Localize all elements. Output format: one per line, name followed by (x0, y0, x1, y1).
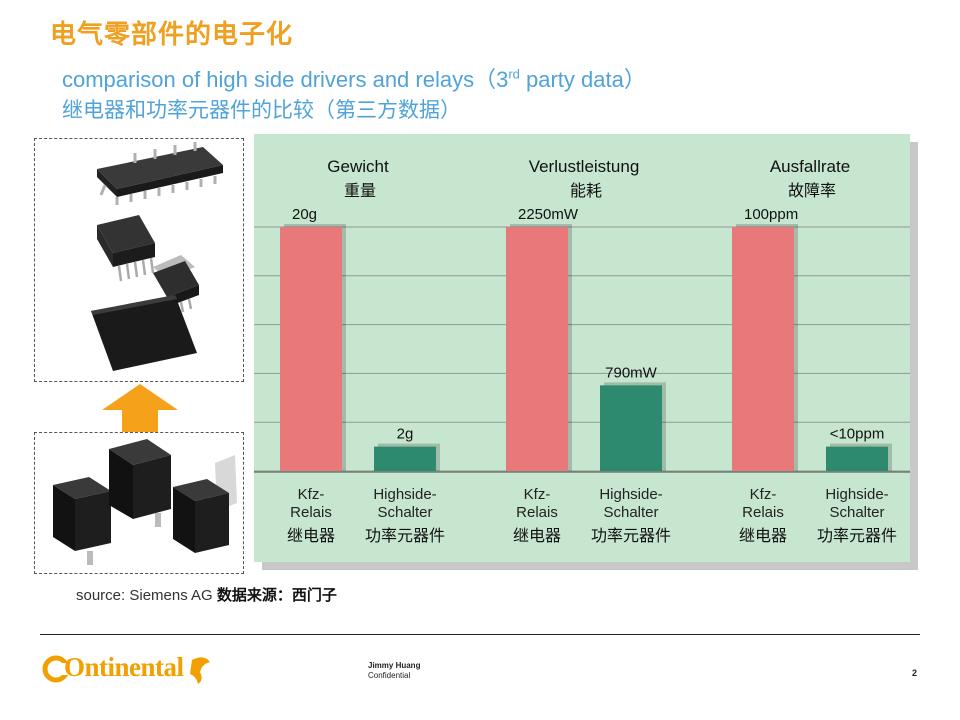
subtitle-chinese: 继电器和功率元器件的比较（第三方数据） (62, 98, 461, 122)
group-title-de: Gewicht (327, 157, 389, 176)
group-title-de: Verlustleistung (529, 157, 640, 176)
relay-bar (732, 227, 794, 471)
bar-category-label: Relais (516, 504, 558, 521)
switch-bar (600, 385, 662, 471)
bar-value-label: <10ppm (830, 426, 885, 443)
dpak-chip-icon (97, 215, 155, 282)
bar-category-label: Schalter (377, 504, 432, 521)
bar-value-label: 2250mW (518, 206, 579, 223)
bar-category-label: Highside- (825, 486, 888, 503)
up-arrow-icon (102, 384, 178, 432)
bar-category-label: Relais (742, 504, 784, 521)
source-cn: 数据来源：西门子 (216, 586, 337, 604)
group-title-cn: 故障率 (788, 181, 836, 200)
bar-category-label-cn: 功率元器件 (591, 526, 671, 545)
semiconductor-chips-image (91, 142, 223, 371)
page-number: 2 (912, 668, 918, 678)
switch-bar (374, 446, 436, 471)
upgrade-arrow (100, 380, 180, 434)
bar-category-label: Kfz- (298, 486, 325, 503)
bar-value-label: 100ppm (744, 206, 798, 223)
bar-value-label: 790mW (605, 364, 658, 381)
bar-category-label-cn: 功率元器件 (817, 526, 897, 545)
bar-category-label: Schalter (603, 504, 658, 521)
bar-category-label-cn: 继电器 (739, 526, 787, 545)
bar-value-label: 2g (397, 426, 414, 443)
subtitle-english: comparison of high side drivers and rela… (62, 62, 646, 94)
bar-category-label: Schalter (829, 504, 884, 521)
footer-divider (40, 634, 920, 635)
group-title-cn: 重量 (344, 181, 376, 200)
subtitle-en-pre: comparison of high side drivers and rela… (62, 67, 509, 92)
logo-c-icon (42, 655, 210, 684)
group-title-cn: 能耗 (570, 181, 602, 200)
soic-chip-icon (97, 142, 223, 205)
chart-svg: Gewicht重量20gKfz-Relais继电器2gHighside-Scha… (254, 157, 910, 545)
confidential-label: Confidential (368, 671, 411, 680)
relay-middle-icon (109, 439, 171, 527)
bar-category-label-cn: 功率元器件 (365, 526, 445, 545)
group-title-de: Ausfallrate (770, 157, 850, 176)
logo-text: Ontinental (64, 652, 184, 682)
relay-image-box (34, 432, 244, 574)
slide-title: 电气零部件的电子化 (50, 20, 294, 50)
relays-image (53, 439, 237, 565)
relay-right-icon (173, 455, 237, 553)
bar-category-label: Highside- (599, 486, 662, 503)
bar-value-label: 20g (292, 206, 317, 223)
switch-bar (826, 446, 888, 471)
source-text: source: Siemens AG (76, 587, 217, 604)
horse-icon (190, 657, 210, 684)
bar-category-label-cn: 继电器 (513, 526, 561, 545)
relay-bar (506, 227, 568, 471)
semiconductor-image-box (34, 138, 244, 382)
source-note: source: Siemens AG 数据来源：西门子 (76, 584, 337, 605)
large-package-icon (91, 295, 197, 371)
bar-category-label: Relais (290, 504, 332, 521)
subtitle-en-sup: rd (508, 66, 520, 82)
relay-bar (280, 227, 342, 471)
relay-left-icon (53, 477, 111, 565)
bar-category-label: Kfz- (524, 486, 551, 503)
bar-category-label: Highside- (373, 486, 436, 503)
author-name: Jimmy Huang (368, 661, 421, 670)
bar-category-label-cn: 继电器 (287, 526, 335, 545)
subtitle-en-post: party data） (519, 67, 646, 92)
bar-category-label: Kfz- (750, 486, 777, 503)
comparison-chart: Gewicht 重量 20g Kfz- Relais 继电器 2g Highside- Scha… (254, 134, 910, 562)
